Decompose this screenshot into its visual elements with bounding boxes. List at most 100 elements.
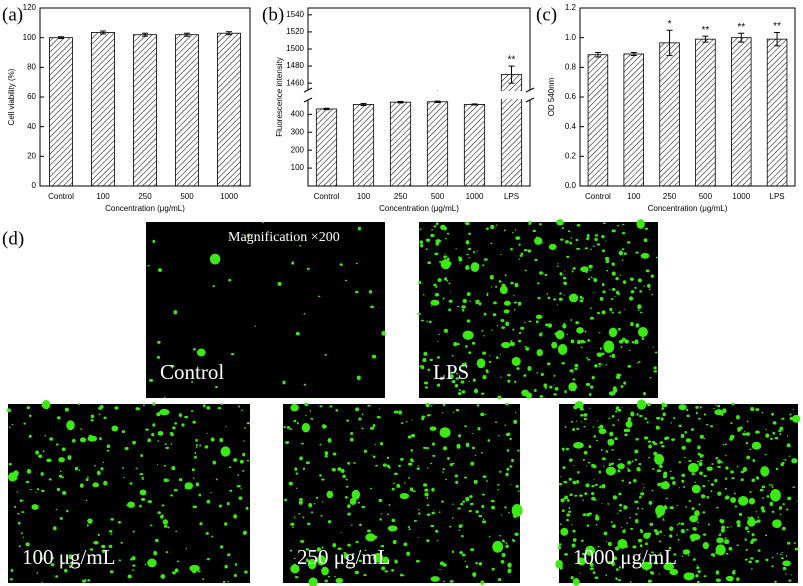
cell-dot xyxy=(152,423,156,427)
cell-dot xyxy=(749,491,752,494)
cell-dot xyxy=(618,327,621,331)
cell-dot xyxy=(173,489,178,492)
cell-dot xyxy=(584,330,587,333)
cell-dot xyxy=(612,524,616,528)
cell-dot xyxy=(591,484,595,488)
cell-dot xyxy=(196,348,206,357)
cell-dot xyxy=(305,415,307,417)
cell-dot xyxy=(42,400,51,410)
cell-dot xyxy=(475,510,479,514)
error-bar xyxy=(774,31,781,47)
cell-dot xyxy=(293,563,296,566)
cell-dot xyxy=(621,526,623,528)
cell-dot xyxy=(427,467,429,469)
cell-dot xyxy=(430,405,433,407)
cell-dot xyxy=(463,476,466,479)
cell-dot xyxy=(206,557,210,561)
cell-dot xyxy=(461,305,466,309)
cell-dot xyxy=(497,483,500,486)
cell-dot xyxy=(437,540,439,542)
cell-dot xyxy=(569,369,574,373)
cell-dot xyxy=(22,499,24,502)
cell-dot xyxy=(755,511,758,513)
cell-dot xyxy=(685,438,692,443)
cell-dot xyxy=(443,328,449,333)
cell-dot xyxy=(49,437,53,441)
cell-dot xyxy=(10,568,14,573)
cell-dot xyxy=(513,516,517,519)
cell-dot xyxy=(517,301,522,306)
cell-dot xyxy=(435,529,439,533)
cell-dot xyxy=(161,504,165,507)
cell-dot xyxy=(586,512,590,517)
cell-dot xyxy=(574,494,578,497)
cell-dot xyxy=(421,319,424,322)
cell-dot xyxy=(592,426,594,428)
cell-dot xyxy=(41,581,43,583)
cell-dot xyxy=(571,543,576,548)
cell-dot xyxy=(139,489,147,496)
cell-dot xyxy=(661,407,664,410)
cell-dot xyxy=(770,489,781,502)
cell-dot xyxy=(638,469,641,472)
cell-dot xyxy=(612,388,618,393)
cell-dot xyxy=(562,449,565,452)
cell-dot xyxy=(407,525,411,528)
cell-dot xyxy=(554,386,559,391)
cell-dot xyxy=(501,283,506,287)
cell-dot xyxy=(720,519,725,524)
cell-dot xyxy=(518,258,520,260)
cell-dot xyxy=(620,385,624,388)
cell-dot xyxy=(729,437,733,441)
cell-dot xyxy=(285,441,290,444)
cell-dot xyxy=(408,462,413,466)
cell-dot xyxy=(782,526,786,531)
cell-dot xyxy=(621,259,624,261)
cell-dot xyxy=(219,545,224,549)
cell-dot xyxy=(714,478,718,483)
cell-dot xyxy=(142,478,144,481)
cell-dot xyxy=(403,482,406,484)
cell-dot xyxy=(716,537,724,544)
cell-dot xyxy=(424,386,429,389)
cell-dot xyxy=(637,362,639,364)
cell-dot xyxy=(347,504,351,508)
error-bar xyxy=(360,102,367,107)
cell-dot xyxy=(747,517,756,527)
cell-dot xyxy=(608,463,611,465)
cell-dot xyxy=(178,413,183,417)
cell-dot xyxy=(662,518,665,520)
cell-dot xyxy=(457,507,461,510)
cell-dot xyxy=(320,515,323,517)
cell-dot xyxy=(454,474,459,478)
cell-dot xyxy=(40,472,44,476)
cell-dot xyxy=(638,361,641,363)
cell-dot xyxy=(661,445,665,448)
cell-dot xyxy=(380,441,384,446)
cell-dot xyxy=(394,560,398,564)
cell-dot xyxy=(184,482,194,490)
cell-dot xyxy=(420,365,425,370)
cell-dot xyxy=(439,260,442,263)
cell-dot xyxy=(441,500,444,503)
cell-dot xyxy=(316,555,326,566)
cell-dot xyxy=(241,470,245,472)
cell-dot xyxy=(184,415,189,419)
cell-dot xyxy=(623,381,627,385)
cell-dot xyxy=(284,498,288,502)
y-tick-label: 1520 xyxy=(286,27,304,36)
cell-dot xyxy=(451,380,456,384)
cell-dot xyxy=(480,580,485,586)
cell-dot xyxy=(178,478,183,482)
cell-dot xyxy=(358,417,362,421)
cell-dot xyxy=(590,385,594,389)
cell-dot xyxy=(458,389,461,392)
cell-dot xyxy=(466,292,471,297)
cell-dot xyxy=(601,310,606,315)
cell-dot xyxy=(127,501,135,508)
micrograph-background xyxy=(419,222,658,398)
cell-dot xyxy=(561,509,565,513)
cell-dot xyxy=(571,270,574,273)
cell-dot xyxy=(148,378,154,382)
cell-dot xyxy=(737,496,749,506)
